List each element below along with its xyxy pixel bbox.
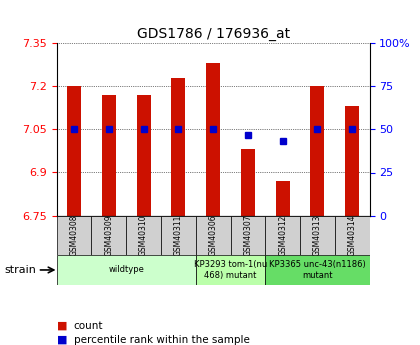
Text: GSM40310: GSM40310 [139, 215, 148, 256]
Bar [171, 78, 185, 216]
Text: GSM40307: GSM40307 [244, 215, 252, 256]
Bar [345, 106, 359, 216]
Text: GSM40308: GSM40308 [70, 215, 79, 256]
Text: ■: ■ [57, 321, 67, 331]
FancyBboxPatch shape [92, 216, 126, 255]
FancyBboxPatch shape [161, 216, 196, 255]
Text: wildtype: wildtype [108, 265, 144, 275]
Text: GSM40311: GSM40311 [174, 215, 183, 256]
Bar [67, 86, 81, 216]
FancyBboxPatch shape [57, 216, 92, 255]
Bar [206, 63, 220, 216]
FancyBboxPatch shape [57, 255, 196, 285]
Text: KP3293 tom-1(nu
468) mutant: KP3293 tom-1(nu 468) mutant [194, 260, 267, 280]
Text: KP3365 unc-43(n1186)
mutant: KP3365 unc-43(n1186) mutant [269, 260, 366, 280]
FancyBboxPatch shape [196, 216, 231, 255]
Text: percentile rank within the sample: percentile rank within the sample [74, 335, 249, 345]
FancyBboxPatch shape [231, 216, 265, 255]
FancyBboxPatch shape [265, 255, 370, 285]
Bar [241, 149, 255, 216]
Text: GSM40313: GSM40313 [313, 215, 322, 256]
Bar [136, 95, 151, 216]
Text: GSM40309: GSM40309 [104, 215, 113, 256]
FancyBboxPatch shape [300, 216, 335, 255]
Text: GSM40314: GSM40314 [348, 215, 357, 256]
FancyBboxPatch shape [265, 216, 300, 255]
Text: count: count [74, 321, 103, 331]
Title: GDS1786 / 176936_at: GDS1786 / 176936_at [136, 27, 290, 41]
FancyBboxPatch shape [196, 255, 265, 285]
Text: GSM40312: GSM40312 [278, 215, 287, 256]
Text: GSM40306: GSM40306 [209, 215, 218, 256]
Text: strain: strain [4, 265, 36, 275]
Bar [310, 86, 324, 216]
Text: ■: ■ [57, 335, 67, 345]
Bar [276, 181, 290, 216]
Bar [102, 95, 116, 216]
FancyBboxPatch shape [335, 216, 370, 255]
FancyBboxPatch shape [126, 216, 161, 255]
